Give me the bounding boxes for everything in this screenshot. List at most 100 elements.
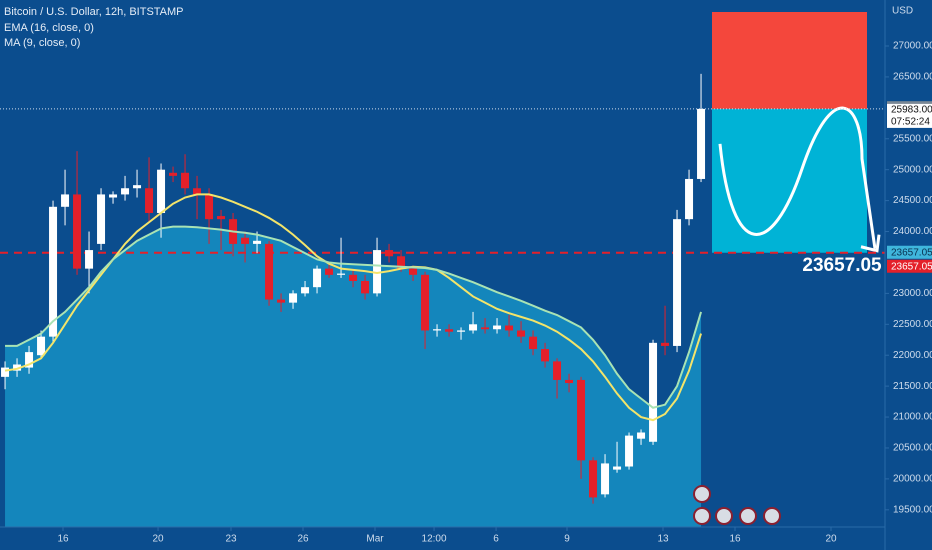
candle-body xyxy=(577,379,586,461)
x-tick-label: 13 xyxy=(657,534,669,545)
candle-body xyxy=(433,329,442,331)
y-tick-label: 26500.00 xyxy=(893,72,932,83)
candle-body xyxy=(313,268,322,288)
indicator-line xyxy=(5,225,702,409)
indicator-line xyxy=(4,193,702,422)
candle-body xyxy=(517,330,526,337)
price-badge xyxy=(887,259,932,273)
candle-body xyxy=(85,250,94,269)
target-annotation: 23657.05 xyxy=(802,255,882,276)
x-tick-label: Mar xyxy=(366,534,384,545)
candle-body xyxy=(289,293,298,303)
arrow-head xyxy=(860,234,881,253)
candle-body xyxy=(349,274,358,282)
x-tick-label: 9 xyxy=(564,534,570,545)
target-zone xyxy=(712,108,867,253)
x-tick-label: 26 xyxy=(297,534,309,545)
candle-body xyxy=(385,250,394,257)
candle-body xyxy=(661,342,670,346)
candle-body xyxy=(265,243,274,300)
candle-body xyxy=(193,188,202,195)
candle-body xyxy=(301,287,310,294)
candle-body xyxy=(337,273,346,275)
countdown-label: 07:52:24 xyxy=(891,117,930,128)
y-tick-label: 21500.00 xyxy=(893,381,932,392)
candle-body xyxy=(97,194,106,244)
candle-body xyxy=(409,268,418,275)
event-icon xyxy=(715,507,733,525)
event-icon xyxy=(763,507,781,525)
candle-body xyxy=(361,281,370,294)
candle-body xyxy=(541,349,550,362)
x-tick-label: 23 xyxy=(225,534,237,545)
candle-body xyxy=(217,216,226,220)
price-badge-label: 23657.05 xyxy=(891,261,932,272)
candle-body xyxy=(529,336,538,350)
price-badge-label: 25983.00 xyxy=(891,105,932,116)
candle-body xyxy=(421,274,430,331)
indicator-area xyxy=(5,226,702,528)
price-badge-label: 23657.05 xyxy=(891,247,932,258)
candle-body xyxy=(241,237,250,244)
candle-body xyxy=(445,329,454,332)
candle-body xyxy=(397,256,406,269)
stop-zone xyxy=(712,11,867,109)
candle-body xyxy=(1,367,10,377)
candle-body xyxy=(649,342,658,442)
price-badge xyxy=(887,103,932,128)
candle-body xyxy=(481,327,490,330)
candle-body xyxy=(181,172,190,189)
y-tick-label: 21000.00 xyxy=(893,412,932,423)
candle-body xyxy=(121,188,130,195)
candle-body xyxy=(613,466,622,470)
candle-body xyxy=(457,330,466,332)
y-tick-label: 25500.00 xyxy=(893,133,932,144)
candle-body xyxy=(253,240,262,244)
legend-entry: EMA (16, close, 0) xyxy=(4,22,94,34)
y-tick-label: 20000.00 xyxy=(893,474,932,485)
x-tick-label: 16 xyxy=(729,534,741,545)
chart-title: Bitcoin / U.S. Dollar, 12h, BITSTAMP xyxy=(4,6,184,18)
currency-label: USD xyxy=(892,6,913,17)
event-icon xyxy=(739,507,757,525)
arrow-curve xyxy=(718,106,877,249)
y-tick-label: 25000.00 xyxy=(893,164,932,175)
candle-body xyxy=(109,194,118,198)
candle-body xyxy=(169,172,178,176)
candle-body xyxy=(565,379,574,384)
x-tick-label: 20 xyxy=(825,534,837,545)
x-tick-label: 20 xyxy=(152,534,164,545)
candle-body xyxy=(145,188,154,213)
candle-body xyxy=(157,169,166,213)
candle-body xyxy=(61,194,70,207)
y-tick-label: 24500.00 xyxy=(893,195,932,206)
candle-body xyxy=(73,194,82,269)
x-tick-label: 16 xyxy=(57,534,69,545)
candle-body xyxy=(697,108,706,179)
candle-body xyxy=(37,336,46,356)
candle-body xyxy=(553,361,562,380)
price-badge xyxy=(887,245,932,259)
event-icon xyxy=(693,507,711,525)
candle-body xyxy=(637,432,646,439)
y-tick-label: 19500.00 xyxy=(893,504,932,515)
candle-body xyxy=(13,364,22,371)
y-tick-label: 22000.00 xyxy=(893,350,932,361)
candle-body xyxy=(601,463,610,495)
candle-body xyxy=(625,435,634,467)
plot xyxy=(0,11,885,528)
candle-body xyxy=(49,206,58,337)
candle-body xyxy=(589,460,598,498)
candle-body xyxy=(133,185,142,189)
event-icon xyxy=(693,485,711,503)
y-tick-label: 22500.00 xyxy=(893,319,932,330)
candle-body xyxy=(325,268,334,275)
x-tick-label: 12:00 xyxy=(422,534,447,545)
candle-body xyxy=(673,219,682,346)
candle-body xyxy=(685,178,694,220)
candle-body xyxy=(25,352,34,368)
candle-body xyxy=(493,325,502,330)
x-tick-label: 6 xyxy=(493,534,499,545)
candle-body xyxy=(277,299,286,303)
